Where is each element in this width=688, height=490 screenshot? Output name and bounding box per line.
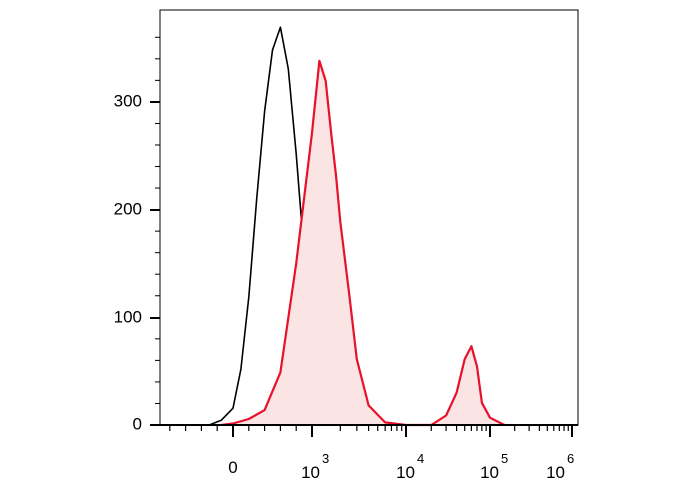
y-tick-300: 300: [114, 91, 160, 110]
x-tick-label-1e6-exp: 6: [567, 451, 574, 466]
x-tick-label-1e4-exp: 4: [417, 451, 424, 466]
series-1-line: [221, 59, 505, 427]
x-tick-label-1e5-base: 10: [480, 463, 499, 482]
x-tick-label-1e6-base: 10: [546, 463, 565, 482]
series-1-fill: [221, 60, 505, 426]
y-tick-label-0: 0: [133, 414, 142, 433]
y-tick-100: 100: [114, 307, 160, 326]
y-tick-label-200: 200: [114, 199, 142, 218]
y-minor-ticks: [155, 36, 160, 404]
x-tick-1e5: 10 5: [480, 425, 508, 482]
series-layer: [209, 26, 505, 427]
x-tick-1e3: 10 3: [301, 425, 329, 482]
y-tick-label-300: 300: [114, 91, 142, 110]
x-tick-label-1e3-base: 10: [301, 463, 320, 482]
plot-frame: [159, 9, 579, 426]
x-tick-0: 0: [228, 425, 238, 477]
y-tick-label-100: 100: [114, 307, 142, 326]
x-tick-1e6: 10 6: [546, 425, 574, 482]
x-tick-label-0: 0: [228, 458, 237, 477]
y-tick-0: 0: [133, 414, 160, 433]
x-minor-ticks: [169, 425, 569, 431]
x-tick-1e4: 10 4: [396, 425, 424, 482]
y-tick-200: 200: [114, 199, 160, 218]
x-tick-label-1e4-base: 10: [396, 463, 415, 482]
x-tick-label-1e5-exp: 5: [501, 451, 508, 466]
x-tick-label-1e3-exp: 3: [322, 451, 329, 466]
